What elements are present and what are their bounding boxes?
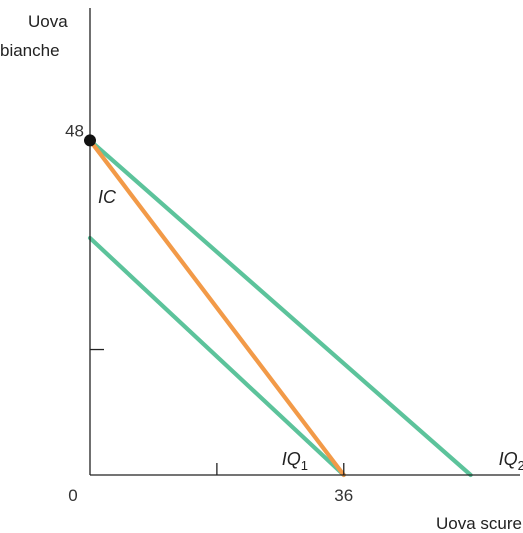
series-label-3: IQ2 — [499, 449, 523, 473]
series-line-2 — [87, 235, 346, 478]
y-tick-label-2: 48 — [65, 121, 84, 140]
series-line-3 — [87, 138, 473, 478]
series-label-2: IQ1 — [282, 449, 308, 473]
series-label-1: IC — [98, 187, 117, 207]
x-tick-label-2: 36 — [334, 486, 353, 505]
series-line-1 — [87, 138, 346, 478]
x-axis-title: Uova scure — [436, 514, 522, 533]
data-point-marker — [84, 134, 96, 147]
y-axis-title-line1: Uova — [28, 12, 68, 31]
origin-label: 0 — [68, 486, 77, 505]
y-axis-title-line2: bianche — [0, 41, 60, 60]
